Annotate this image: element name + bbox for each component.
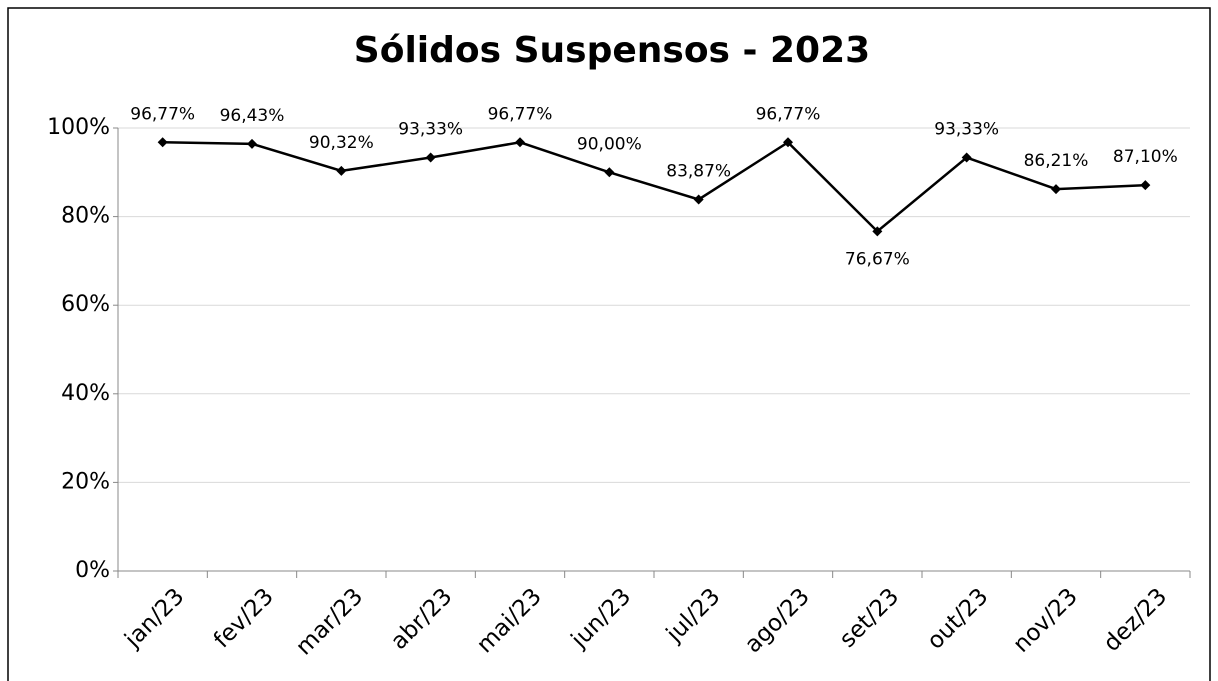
data-label: 93,33%: [934, 120, 999, 140]
marker: [1051, 184, 1061, 195]
data-label: 96,77%: [756, 104, 821, 124]
y-tick-label: 0%: [75, 558, 110, 583]
marker: [1140, 180, 1151, 191]
y-tick-label: 40%: [61, 381, 110, 406]
data-label: 96,43%: [220, 106, 285, 126]
chart-border: [7, 7, 1211, 681]
y-tick-label: 20%: [61, 469, 110, 494]
marker: [515, 137, 525, 148]
y-tick-label: 60%: [61, 292, 110, 317]
marker: [425, 152, 436, 163]
marker: [872, 226, 883, 237]
marker: [783, 137, 793, 148]
data-label: 96,77%: [488, 104, 553, 124]
data-label: 76,67%: [845, 249, 910, 269]
marker: [336, 165, 347, 176]
y-tick-label: 100%: [47, 115, 110, 140]
data-label: 90,32%: [309, 133, 374, 153]
data-label: 90,00%: [577, 134, 642, 154]
data-label: 93,33%: [398, 120, 463, 140]
line: [162, 140, 1146, 234]
marker: [961, 152, 972, 163]
data-label: 96,77%: [130, 104, 195, 124]
y-tick-label: 80%: [61, 204, 110, 229]
marker: [157, 137, 168, 148]
marker: [693, 194, 704, 205]
marker: [604, 167, 615, 178]
marker: [247, 138, 257, 149]
data-label: 83,87%: [666, 161, 731, 181]
chart-title: Sólidos Suspensos - 2023: [354, 30, 870, 71]
data-label: 87,10%: [1113, 147, 1178, 167]
data-label: 86,21%: [1024, 151, 1089, 171]
